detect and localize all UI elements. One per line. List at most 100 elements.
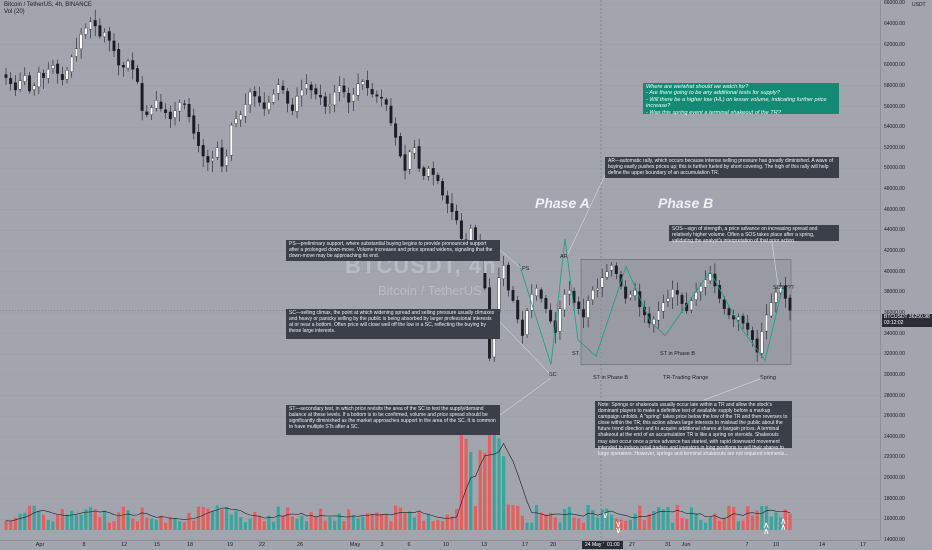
volume-bar: [464, 438, 468, 530]
spring-note[interactable]: Note: Springs or shakeouts usually occur…: [595, 401, 792, 457]
volume-bar: [628, 519, 632, 530]
volume-bar: [722, 517, 726, 530]
candle-body: [525, 310, 529, 335]
candle-body: [389, 105, 393, 124]
volume-bar: [746, 506, 750, 530]
candle-body: [121, 65, 125, 68]
time-axis[interactable]: [0, 540, 880, 550]
x-tick-label: 3: [380, 542, 384, 548]
sos-note[interactable]: SOS—sign of strength, a price advance on…: [669, 225, 839, 244]
candle-body: [9, 78, 13, 84]
sos-label: SOS???: [773, 285, 794, 291]
candle-body: [300, 89, 304, 96]
volume-bar: [689, 507, 694, 530]
volume-bar: [243, 522, 248, 530]
volume-bar: [417, 510, 421, 530]
volume-bar: [4, 520, 8, 530]
candle-body: [633, 290, 637, 296]
candle-body: [4, 74, 8, 78]
candle-body: [384, 99, 388, 105]
volume-bar: [342, 521, 346, 530]
volume-bar: [595, 517, 600, 530]
volume-bar: [511, 505, 515, 530]
volume-indicator-label: Vol (20): [4, 9, 25, 15]
volume-bar: [102, 510, 107, 530]
ps-note[interactable]: PS—preliminary support, where substantia…: [286, 240, 500, 261]
candle-body: [154, 100, 158, 109]
candle-body: [398, 136, 402, 157]
candle-body: [112, 40, 116, 51]
volume-bar: [135, 521, 140, 530]
volume-bar: [23, 512, 27, 530]
y-tick-label: 34000.00: [884, 330, 905, 337]
question-note[interactable]: Where are we/what should we watch for? -…: [643, 83, 839, 116]
candle-body: [74, 48, 78, 57]
volume-bar: [27, 505, 32, 530]
x-tick-label: 17: [859, 542, 867, 548]
candle-body: [126, 60, 130, 69]
candle-body: [605, 271, 609, 278]
candle-body: [93, 20, 97, 27]
volume-bar: [74, 514, 79, 530]
ar-note[interactable]: AR—automatic rally, which occurs because…: [605, 157, 839, 178]
last-price-tag: BTCUSDT 36250.98 03:12:02: [882, 314, 932, 327]
candle-body: [600, 277, 604, 288]
volume-bar: [286, 507, 290, 530]
volume-bar: [755, 510, 759, 530]
y-tick-label: 24000.00: [884, 433, 905, 440]
volume-bar: [525, 522, 529, 530]
candle-body: [65, 70, 69, 80]
volume-bar: [9, 521, 13, 530]
candle-body: [51, 65, 55, 69]
candle-body: [436, 174, 440, 181]
volume-bar: [187, 513, 191, 530]
spring-label: Spring: [760, 375, 776, 381]
volume-bar: [642, 520, 647, 530]
sc-note[interactable]: SC—selling climax, the point at which wi…: [286, 309, 500, 339]
y-tick-label: 50000.00: [884, 165, 905, 172]
volume-bar: [210, 511, 215, 530]
volume-bar: [694, 513, 698, 530]
x-tick-label: Jun: [681, 542, 691, 548]
y-tick-label: 30000.00: [884, 371, 905, 378]
candle-body: [159, 101, 163, 109]
st-note[interactable]: ST—secondary test, in which price revisi…: [286, 405, 500, 435]
volume-bar: [633, 513, 637, 530]
candle-body: [18, 80, 22, 90]
volume-bar: [201, 506, 205, 530]
annotation-leader-line: [771, 241, 779, 287]
price-tag-symbol: BTCUSDT: [884, 314, 908, 320]
price-axis[interactable]: [880, 0, 932, 540]
candle-body: [23, 75, 27, 82]
candle-body: [558, 308, 562, 332]
x-tick-label: 18: [186, 542, 194, 548]
volume-bar: [262, 521, 266, 530]
candle-body: [79, 34, 83, 49]
volume-bar: [88, 507, 93, 530]
volume-bar: [361, 516, 365, 530]
volume-bar: [234, 510, 238, 530]
candle-body: [239, 114, 243, 121]
volume-bar: [558, 522, 562, 530]
candle-body: [591, 290, 595, 300]
x-tick-label: 12: [120, 542, 128, 548]
volume-bar: [675, 505, 679, 530]
candle-body: [563, 294, 567, 311]
volume-bar: [685, 518, 689, 530]
candle-body: [107, 31, 111, 41]
volume-bar: [703, 522, 708, 530]
candle-body: [328, 104, 332, 107]
candle-body: [535, 287, 538, 297]
volume-bar: [783, 509, 787, 530]
candle-body: [765, 314, 769, 332]
volume-bar: [544, 514, 548, 530]
candle-body: [89, 21, 92, 30]
volume-bar: [46, 520, 50, 530]
volume-bar: [502, 456, 506, 530]
candle-body: [290, 104, 294, 111]
candle-body: [164, 109, 168, 113]
candle-body: [704, 279, 707, 288]
volume-bar: [154, 519, 158, 530]
volume-bar: [469, 451, 473, 530]
x-tick-label: Apr: [35, 542, 45, 548]
